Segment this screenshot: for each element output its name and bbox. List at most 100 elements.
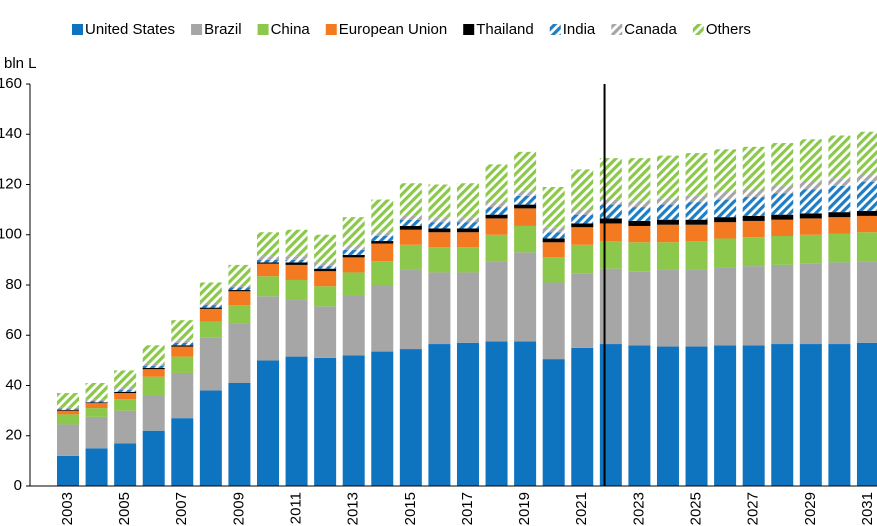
bar-segment: [228, 291, 251, 306]
bar-segment: [542, 227, 565, 233]
bar-segment: [685, 241, 708, 270]
bar-segment: [171, 340, 194, 343]
bar-segment: [628, 345, 651, 486]
bar-segment: [685, 346, 708, 486]
x-tick-label: 2007: [173, 492, 190, 525]
bar-segment: [199, 337, 222, 391]
bar-segment: [456, 217, 479, 223]
bar-segment: [485, 218, 508, 235]
bar-segment: [828, 262, 851, 345]
bar-segment: [371, 199, 394, 233]
bar-segment: [114, 399, 137, 411]
bar-segment: [314, 262, 337, 267]
bar-segment: [742, 237, 765, 267]
bar-segment: [57, 407, 79, 409]
bar-segment: [428, 272, 451, 345]
legend-label: India: [563, 21, 596, 38]
bar-segment: [771, 236, 794, 265]
bar-segment: [514, 190, 537, 196]
bar-segment: [371, 243, 394, 262]
bar-segment: [142, 345, 165, 364]
bar-segment: [228, 382, 251, 486]
bar-segment: [285, 300, 308, 357]
x-tick-label: 2003: [59, 492, 76, 525]
y-tick-label: 40: [5, 376, 22, 393]
bar-segment: [485, 207, 508, 215]
bar-segment: [771, 143, 794, 186]
bar-segment: [428, 222, 451, 229]
bar-segment: [856, 210, 877, 216]
bar-segment: [171, 345, 194, 347]
bar-segment: [742, 215, 765, 221]
legend-swatch: [692, 24, 704, 35]
bar-segment: [171, 418, 194, 486]
bar-segment: [514, 204, 537, 209]
x-tick-label: 2031: [859, 492, 876, 525]
bar-segment: [314, 271, 337, 287]
bar-segment: [285, 262, 308, 265]
bar-segment: [114, 390, 137, 392]
bar-segment: [428, 232, 451, 248]
bar-segment: [856, 215, 877, 233]
bar-segment: [256, 232, 279, 257]
bar-segment: [514, 341, 537, 486]
bar-segment: [685, 153, 708, 196]
x-tick-label: 2025: [688, 492, 705, 525]
bar-segment: [742, 220, 765, 238]
bar-segment: [828, 344, 851, 486]
bar-segment: [685, 269, 708, 347]
bar-segment: [456, 272, 479, 343]
bar-segment: [571, 209, 594, 215]
bar-segment: [142, 365, 165, 368]
bar-segment: [256, 263, 279, 277]
bar-segment: [628, 242, 651, 272]
bar-segment: [228, 264, 251, 285]
bar-segment: [571, 273, 594, 348]
bar-segment: [856, 232, 877, 262]
bar-segment: [256, 296, 279, 361]
x-tick-label: 2013: [345, 492, 362, 525]
bar-segment: [314, 266, 337, 269]
bar-segment: [428, 228, 451, 233]
bar-segment: [456, 342, 479, 486]
bar-segment: [599, 223, 622, 242]
bar-segment: [314, 357, 337, 486]
x-tick-label: 2019: [516, 492, 533, 525]
bar-segment: [399, 225, 422, 230]
bar-segment: [285, 259, 308, 263]
bar-segment: [171, 372, 194, 419]
bar-segment: [656, 346, 679, 486]
legend-swatch: [611, 24, 623, 35]
bar-segment: [57, 424, 79, 456]
bar-segment: [256, 262, 279, 264]
x-tick-label: 2009: [230, 492, 247, 525]
bar-segment: [742, 189, 765, 198]
bar-segment: [714, 149, 737, 193]
bar-segment: [57, 414, 79, 425]
bar-segment: [256, 360, 279, 486]
bar-segment: [285, 264, 308, 280]
bar-segment: [799, 234, 822, 264]
bar-segment: [85, 399, 108, 402]
bar-segment: [628, 271, 651, 346]
y-tick-label: 20: [5, 427, 22, 444]
bar-segment: [142, 395, 165, 431]
bar-segment: [599, 344, 622, 486]
bar-segment: [142, 376, 165, 396]
bar-segment: [342, 249, 365, 255]
bar-segment: [485, 202, 508, 208]
bar-segment: [656, 198, 679, 205]
bar-segment: [142, 363, 165, 366]
legend-label: China: [271, 21, 311, 38]
bar-segment: [114, 391, 137, 394]
bar-segment: [514, 208, 537, 226]
bar-segment: [57, 409, 79, 411]
bar-segment: [799, 181, 822, 190]
bar-segment: [656, 204, 679, 220]
bar-segment: [314, 234, 337, 263]
legend-swatch: [463, 24, 475, 35]
y-tick-label: 100: [0, 226, 22, 243]
bar-segment: [656, 242, 679, 270]
legend-swatch: [257, 24, 269, 35]
bar-segment: [399, 219, 422, 226]
